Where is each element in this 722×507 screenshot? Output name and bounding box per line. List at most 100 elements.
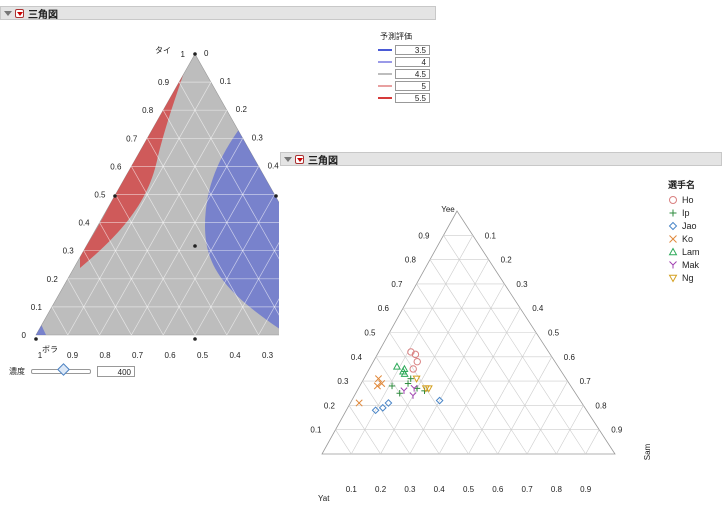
left-axis-tick-label: 0.1 (310, 426, 322, 435)
gridline (443, 235, 586, 455)
right-axis-tick-label: 0.4 (532, 304, 544, 313)
contour-level-field[interactable]: 5 (395, 81, 430, 91)
data-point-ng (412, 375, 421, 383)
contour-legend-item: 4 (378, 56, 430, 68)
left-axis-tick-label: 0.8 (142, 106, 154, 115)
bottom-axis-tick-label: 0.4 (229, 351, 241, 360)
bottom-axis-tick-label: 0.5 (197, 351, 209, 360)
legend-marker (668, 246, 678, 255)
red-triangle-menu-icon[interactable] (295, 154, 304, 164)
gridline (178, 81, 279, 260)
left-axis-tick-label: 0.2 (47, 275, 59, 284)
left-axis-tick-label: 0.3 (63, 247, 75, 256)
design-point (193, 244, 197, 248)
gridline (194, 194, 275, 336)
circle-marker-icon (669, 195, 677, 204)
bottom-axis-tick-label: 0.8 (99, 351, 111, 360)
contour-legend-item: 5.5 (378, 92, 430, 104)
concentration-value-field[interactable]: 400 (97, 366, 135, 377)
scatter-panel: 三角図 0.1 0.1 0.9 0.2 0.2 0.8 0.3 0.3 0.7 0.4 0.4 0.6… (280, 152, 722, 507)
plus-marker-icon (669, 209, 677, 216)
player-legend-item[interactable]: Jao (668, 219, 700, 232)
contour-level-field[interactable]: 5.5 (395, 93, 430, 103)
data-point-jao (378, 403, 387, 412)
data-point-ip (396, 390, 403, 397)
player-legend-item[interactable]: Ho (668, 193, 700, 206)
right-axis-label: Sam (643, 443, 652, 460)
legend-label: Ng (682, 272, 694, 283)
y-marker-icon (669, 260, 677, 268)
data-point-mak (410, 384, 418, 392)
x-marker-icon (669, 234, 677, 243)
design-point (193, 52, 197, 56)
player-legend-item[interactable]: Ko (668, 232, 700, 245)
disclosure-icon[interactable] (4, 10, 12, 16)
gridline (99, 222, 164, 336)
left-axis-tick-label: 0.6 (110, 162, 122, 171)
red-triangle-menu-icon[interactable] (15, 8, 24, 18)
top-axis-label: Yee (441, 205, 455, 214)
scatter-ternary-plot: 0.1 0.1 0.9 0.2 0.2 0.8 0.3 0.3 0.7 0.4 0.4 0.6 0.5 0… (310, 205, 652, 503)
design-point (193, 337, 197, 341)
player-legend-item[interactable]: Ip (668, 206, 700, 219)
right-axis-tick-label: 0.1 (485, 231, 497, 240)
left-axis-label: タイ (155, 46, 171, 55)
design-point (274, 194, 278, 198)
concentration-slider-row: 濃度 400 (9, 363, 135, 377)
left-axis-tick-label: 0.9 (418, 231, 430, 240)
gridline (335, 429, 352, 455)
gridline (497, 356, 553, 455)
right-axis-tick-label: 0.5 (548, 329, 560, 338)
player-legend-item[interactable]: Ng (668, 271, 700, 284)
design-point (113, 194, 117, 198)
data-point-ho (413, 357, 421, 366)
right-axis-tick-label: 0 (204, 49, 209, 58)
data-point-ko (355, 399, 363, 407)
gridline (51, 306, 69, 336)
player-legend-item[interactable]: Mak (668, 258, 700, 271)
left-axis-tick-label: 0 (22, 331, 27, 340)
data-point-ko (378, 379, 386, 388)
legend-swatch (378, 73, 392, 75)
gridline (526, 380, 568, 455)
contour-level-field[interactable]: 4.5 (395, 69, 430, 79)
gridline (83, 250, 132, 336)
right-axis-tick-label: 0.4 (268, 161, 280, 170)
left-axis-tick-label: 0.7 (126, 134, 138, 143)
gridline (115, 194, 196, 336)
concentration-slider[interactable] (31, 363, 91, 376)
data-point-ng (424, 385, 433, 393)
bottom-axis-tick-label: 1 (38, 351, 43, 360)
contour-legend-item: 3.5 (378, 44, 430, 56)
left-axis-tick-label: 0.3 (337, 377, 349, 386)
legend-label: Jao (682, 220, 697, 231)
legend-swatch (378, 85, 392, 87)
bottom-axis-tick-label: 0.6 (164, 351, 176, 360)
gridline (351, 235, 474, 455)
contour-panel-title: 三角図 (28, 9, 58, 21)
contour-level-field[interactable]: 3.5 (395, 45, 430, 55)
legend-label: Mak (682, 259, 700, 270)
disclosure-icon[interactable] (284, 156, 292, 162)
scatter-panel-title: 三角図 (308, 155, 338, 167)
gridline (556, 405, 584, 455)
slider-thumb[interactable] (57, 363, 70, 376)
triangle-marker-icon (668, 246, 678, 255)
player-legend-item[interactable]: Lam (668, 245, 700, 258)
legend-marker (669, 260, 677, 268)
left-axis-tick-label: 0.7 (391, 280, 403, 289)
right-axis-tick-label: 0.8 (595, 401, 607, 410)
contour-level-field[interactable]: 4 (395, 57, 430, 67)
legend-marker (669, 209, 677, 216)
legend-label: Ip (682, 207, 690, 218)
legend-marker (668, 221, 678, 230)
legend-swatch (378, 61, 392, 63)
data-point-ko (374, 375, 383, 383)
contour-legend: 予測評価 3.5 4 4.5 5 5.5 (378, 31, 430, 104)
bottom-axis-tick-label: 0.3 (262, 351, 274, 360)
right-axis-tick-label: 0.3 (516, 280, 528, 289)
data-point-lam (399, 367, 408, 375)
bottom-axis-tick-label: 0.4 (434, 485, 446, 494)
gridline (468, 332, 537, 455)
contour-ternary-plot: 0 0.1 0.2 0.3 0.4 0.5 0.6 0.7 0.8 0.9 1 0 0.1 0.2 0.3 0… (22, 46, 280, 360)
